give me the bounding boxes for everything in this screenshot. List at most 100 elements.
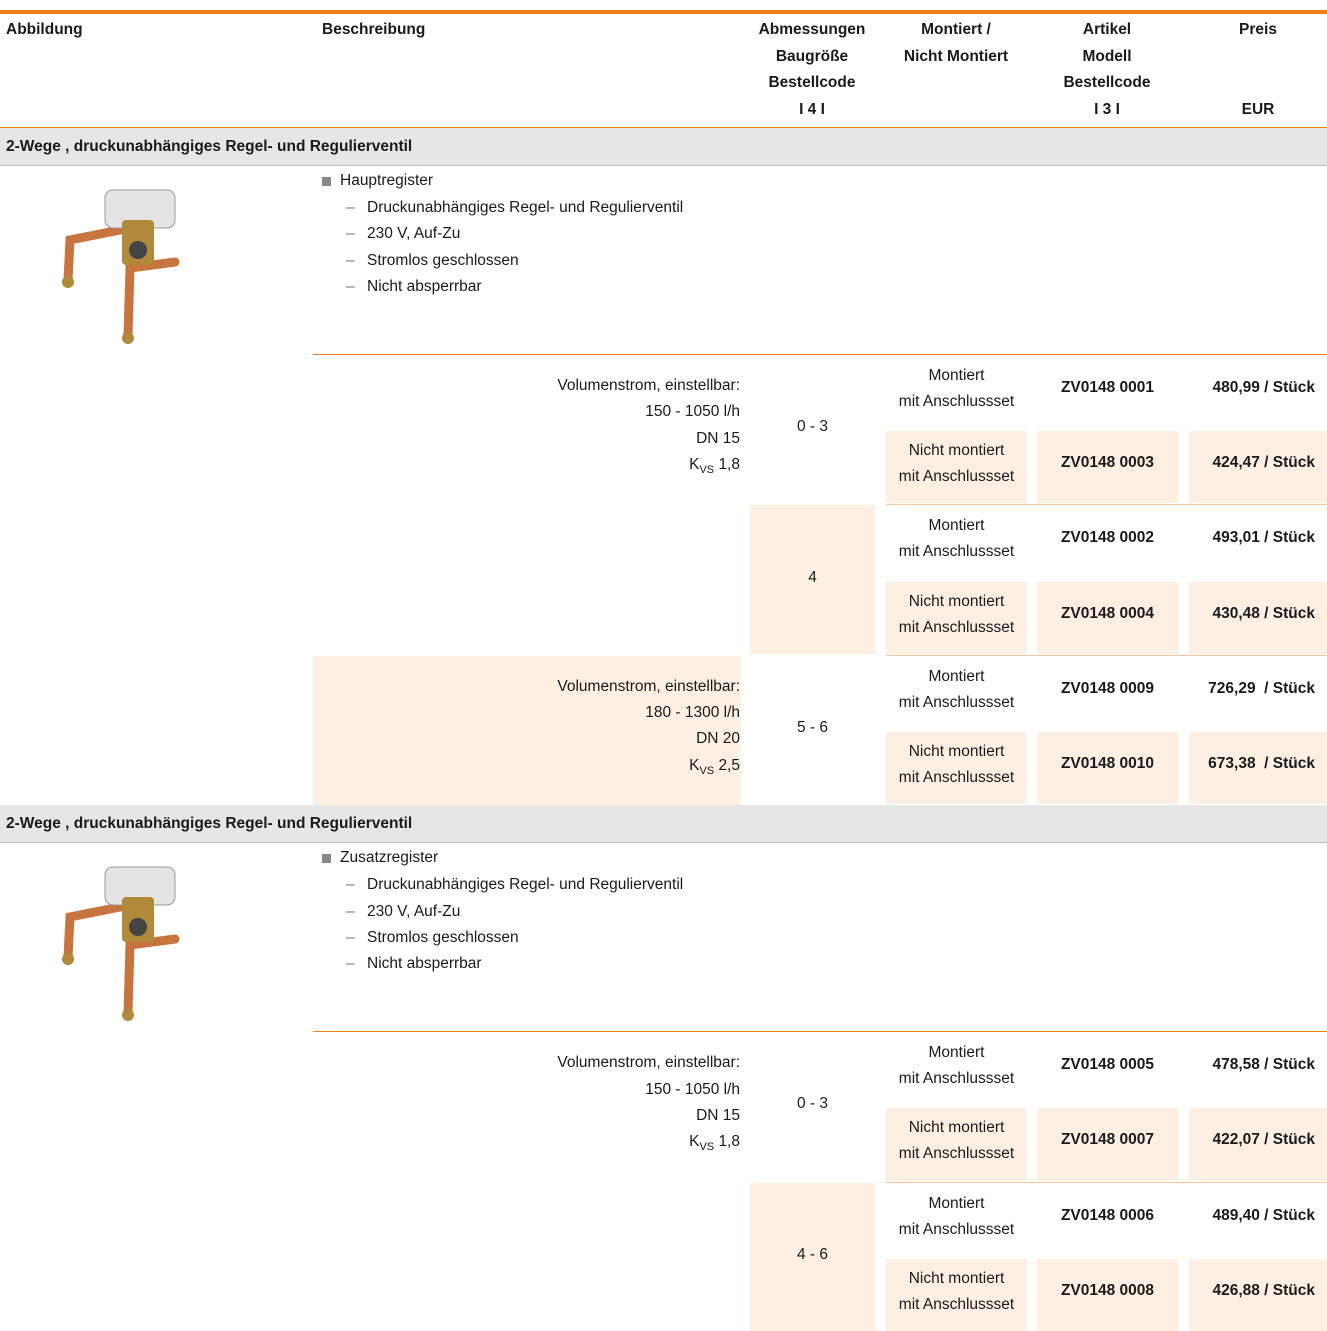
column-header: I 3 I (1094, 100, 1120, 118)
price: 478,58 / Stück (1212, 1056, 1315, 1074)
mounting: mit Anschlussset (898, 769, 1015, 786)
section-bar (0, 805, 1327, 843)
kvs-subscript: VS (699, 764, 715, 777)
kvs-symbol: K (689, 756, 700, 774)
mounting: Montiert (928, 1194, 985, 1212)
article-code: ZV0148 0009 (1060, 679, 1155, 697)
description-line: Volumenstrom, einstellbar: (557, 377, 740, 394)
price: 489,40 / Stück (1212, 1206, 1315, 1224)
column-header: Bestellcode (1063, 74, 1151, 91)
kvs-value: 1,8 (718, 1133, 740, 1151)
feature: Stromlos geschlossen (367, 928, 519, 946)
mounting: Montiert (928, 367, 985, 384)
description-line: 180 - 1300 l/h (645, 704, 740, 722)
mounting: mit Anschlussset (898, 1145, 1015, 1163)
description-line: Volumenstrom, einstellbar: (557, 1054, 740, 1072)
dash: – (346, 902, 355, 920)
column-header: Baugröße (775, 47, 849, 65)
size: 5 - 6 (796, 719, 828, 736)
column-header: Nicht Montiert (903, 47, 1009, 65)
kvs-symbol: K (689, 455, 700, 473)
mounting: mit Anschlussset (898, 393, 1015, 410)
bullet (322, 854, 331, 864)
mount-cell (886, 431, 1027, 504)
mounting: Nicht montiert (908, 1269, 1005, 1287)
mounting: Nicht montiert (908, 592, 1005, 610)
column-header: EUR (1241, 100, 1275, 118)
price: 673,38 / Stück (1208, 755, 1315, 772)
price-cell (1189, 431, 1327, 504)
mounting: mit Anschlussset (898, 468, 1015, 486)
mounting: mit Anschlussset (898, 1295, 1015, 1313)
article-code: ZV0148 0004 (1060, 604, 1155, 622)
description-line: DN 15 (696, 429, 740, 447)
mounting: mit Anschlussset (898, 618, 1015, 636)
feature: Druckunabhängiges Regel- und Regulierven… (367, 199, 684, 216)
column-header: Abbildung (6, 21, 83, 38)
size: 0 - 3 (796, 1095, 828, 1113)
size: 4 - 6 (796, 1245, 828, 1263)
kvs: KVS 1,8 (440, 1132, 740, 1157)
code-cell (1037, 1258, 1178, 1331)
mounting: mit Anschlussset (898, 1070, 1015, 1088)
dash: – (346, 876, 355, 894)
block-rule (313, 354, 1327, 355)
mounting: mit Anschlussset (898, 543, 1015, 561)
column-header: Montiert / (921, 21, 991, 38)
kvs-symbol: K (689, 1133, 700, 1151)
price: 493,01 / Stück (1212, 529, 1315, 547)
column-header: I 4 I (799, 100, 825, 118)
mount-cell (886, 732, 1027, 805)
article-code: ZV0148 0006 (1060, 1206, 1155, 1224)
mount-cell (886, 1108, 1027, 1181)
column-header: Bestellcode (768, 74, 856, 91)
column-header: Preis (1239, 21, 1277, 38)
size: 4 (808, 568, 817, 586)
valve-image (62, 189, 180, 344)
size: 0 - 3 (796, 418, 828, 436)
price-cell (1189, 581, 1327, 654)
valve-image (62, 866, 180, 1021)
description-line: DN 15 (696, 1106, 740, 1124)
code-cell (1037, 431, 1178, 504)
section-title: 2-Wege , druckunabhängiges Regel- und Re… (6, 815, 413, 833)
kvs: KVS 1,8 (440, 455, 740, 480)
description-line: Volumenstrom, einstellbar: (557, 677, 740, 695)
mounting: mit Anschlussset (898, 1220, 1015, 1238)
feature: Nicht absperrbar (367, 955, 482, 973)
kvs-subscript: VS (699, 463, 715, 476)
dash: – (346, 277, 355, 295)
mounting: Nicht montiert (908, 442, 1005, 460)
feature: 230 V, Auf-Zu (367, 902, 461, 920)
dash: – (346, 199, 355, 216)
description-line: DN 20 (696, 730, 740, 748)
code-cell (1037, 581, 1178, 654)
column-header: Beschreibung (322, 21, 426, 38)
register: Hauptregister (340, 172, 434, 189)
price: 480,99 / Stück (1212, 379, 1315, 396)
register: Zusatzregister (340, 849, 439, 867)
article-code: ZV0148 0007 (1060, 1131, 1155, 1149)
kvs: KVS 2,5 (440, 756, 740, 781)
price: 426,88 / Stück (1212, 1281, 1315, 1299)
size-cell (750, 1182, 875, 1331)
price-cell (1189, 732, 1327, 805)
section-title: 2-Wege , druckunabhängiges Regel- und Re… (6, 138, 413, 155)
feature: Stromlos geschlossen (367, 251, 519, 269)
column-header: Modell (1082, 47, 1132, 65)
size-cell (750, 505, 875, 654)
code-cell (1037, 1108, 1178, 1181)
mounting: mit Anschlussset (898, 693, 1015, 711)
dash: – (346, 225, 355, 243)
section-bar (0, 128, 1327, 165)
price: 430,48 / Stück (1212, 604, 1315, 622)
top-rule (0, 10, 1327, 14)
article-code: ZV0148 0003 (1060, 454, 1155, 472)
mounting: Nicht montiert (908, 1119, 1005, 1137)
article-code: ZV0148 0005 (1060, 1056, 1155, 1074)
mounting: Montiert (928, 1044, 985, 1062)
column-header: Artikel (1082, 21, 1132, 38)
price: 726,29 / Stück (1208, 679, 1315, 697)
feature: Nicht absperrbar (367, 277, 482, 295)
